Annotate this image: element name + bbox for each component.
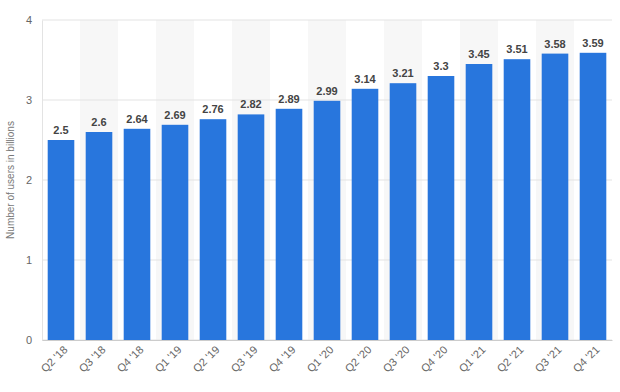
bar <box>466 64 493 340</box>
data-label: 3.51 <box>506 43 527 55</box>
bar <box>580 53 607 340</box>
chart: 0 1 2 3 4 Q2 '18Q3 '18Q4 '18Q1 '19Q2 '19Q3 '1… <box>0 0 620 392</box>
y-tick: 1 <box>26 254 42 266</box>
x-tick: Q1 '19 <box>152 340 183 374</box>
y-tick: 2 <box>26 174 42 186</box>
data-label: 2.89 <box>278 93 299 105</box>
data-labels: 2.5 2.6 2.64 2.69 2.76 2.82 2.89 2.99 3.14 3.21 3.… <box>53 37 603 136</box>
x-tick-label: Q4 '19 <box>266 343 297 374</box>
plot: 0 1 2 3 4 Q2 '18Q3 '18Q4 '18Q1 '19Q2 '19Q3 '1… <box>26 14 613 374</box>
y-tick-label: 3 <box>26 94 32 106</box>
y-tick: 4 <box>26 14 42 26</box>
y-tick-label: 2 <box>26 174 32 186</box>
x-tick-label: Q3 '20 <box>380 343 411 374</box>
grid-line <box>42 20 612 21</box>
y-tick: 0 <box>26 334 42 346</box>
data-label: 3.58 <box>544 38 565 50</box>
x-tick-label: Q4 '21 <box>570 343 601 374</box>
column-band <box>384 20 422 340</box>
data-label: 2.99 <box>316 85 337 97</box>
column-band <box>232 20 270 340</box>
column-band <box>460 20 498 340</box>
data-label: 2.6 <box>91 116 106 128</box>
bar <box>238 114 265 340</box>
y-axis-title: Number of users in billions <box>5 121 16 239</box>
x-tick: Q1 '20 <box>304 340 335 374</box>
bar <box>428 76 455 340</box>
y-tick-label: 1 <box>26 254 32 266</box>
x-tick-label: Q1 '21 <box>456 343 487 374</box>
bar <box>86 132 113 340</box>
data-label: 2.82 <box>240 98 261 110</box>
x-tick: Q3 '18 <box>76 340 107 374</box>
y-tick: 3 <box>26 94 42 106</box>
x-tick-label: Q3 '19 <box>228 343 259 374</box>
x-tick: Q2 '21 <box>494 340 525 374</box>
grid <box>42 20 612 340</box>
x-tick-label: Q4 '18 <box>114 343 145 374</box>
y-axis: 0 1 2 3 4 <box>26 14 43 346</box>
x-tick-label: Q3 '18 <box>76 343 107 374</box>
x-tick-label: Q2 '18 <box>38 343 69 374</box>
x-tick: Q2 '19 <box>190 340 221 374</box>
x-tick: Q3 '20 <box>380 340 411 374</box>
x-tick-label: Q2 '21 <box>494 343 525 374</box>
x-tick: Q4 '19 <box>266 340 297 374</box>
bar <box>124 129 151 340</box>
bar <box>390 83 417 340</box>
x-tick: Q1 '21 <box>456 340 487 374</box>
x-tick: Q4 '20 <box>418 340 449 374</box>
x-axis-line <box>43 340 613 341</box>
bar <box>542 54 569 340</box>
x-tick-label: Q4 '20 <box>418 343 449 374</box>
x-tick: Q2 '20 <box>342 340 373 374</box>
data-label: 3.45 <box>468 48 489 60</box>
data-label: 3.3 <box>433 60 448 72</box>
x-tick-label: Q1 '19 <box>152 343 183 374</box>
column-band <box>308 20 346 340</box>
bar <box>200 119 227 340</box>
column-band <box>536 20 574 340</box>
x-axis: Q2 '18Q3 '18Q4 '18Q1 '19Q2 '19Q3 '19Q4 '… <box>38 340 612 374</box>
data-label: 3.14 <box>354 73 376 85</box>
y-tick-label: 0 <box>26 334 32 346</box>
bar <box>48 140 75 340</box>
x-tick-label: Q3 '21 <box>532 343 563 374</box>
y-axis-line <box>42 21 43 341</box>
data-label: 2.69 <box>164 109 185 121</box>
data-label: 2.5 <box>53 124 68 136</box>
bar <box>504 59 531 340</box>
x-tick: Q4 '18 <box>114 340 145 374</box>
x-tick: Q3 '19 <box>228 340 259 374</box>
bar <box>276 109 303 340</box>
bar <box>162 125 189 340</box>
x-tick-label: Q2 '19 <box>190 343 221 374</box>
data-label: 2.76 <box>202 103 223 115</box>
x-tick-label: Q1 '20 <box>304 343 335 374</box>
column-band <box>156 20 194 340</box>
y-tick-label: 4 <box>26 14 32 26</box>
bar <box>314 101 341 340</box>
x-tick-label: Q2 '20 <box>342 343 373 374</box>
x-tick: Q2 '18 <box>38 340 69 374</box>
x-tick: Q3 '21 <box>532 340 563 374</box>
bars <box>48 53 607 340</box>
data-label: 2.64 <box>126 113 148 125</box>
data-label: 3.59 <box>582 37 603 49</box>
x-tick: Q4 '21 <box>570 340 601 374</box>
bar <box>352 89 379 340</box>
data-label: 3.21 <box>392 67 413 79</box>
